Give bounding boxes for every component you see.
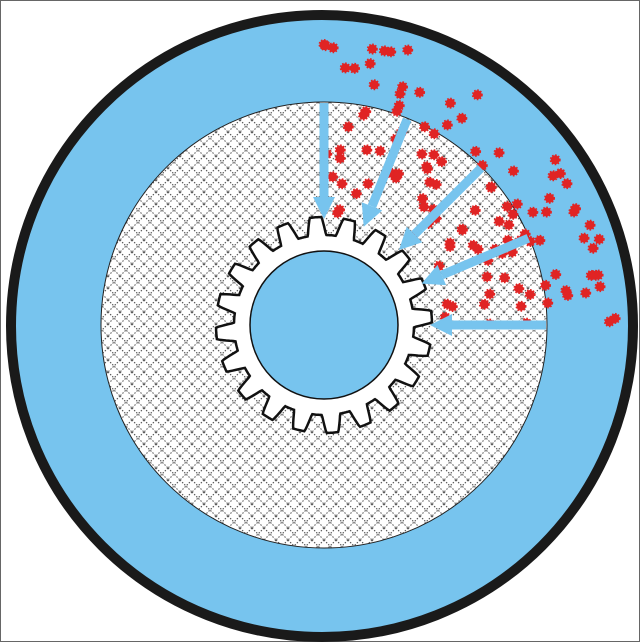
particle bbox=[493, 215, 505, 227]
arrow-head bbox=[398, 226, 423, 251]
particle bbox=[402, 44, 414, 56]
arrow-shaft bbox=[367, 117, 412, 209]
particle bbox=[561, 178, 573, 190]
particle bbox=[609, 312, 621, 324]
particle bbox=[493, 147, 505, 159]
particle bbox=[418, 201, 430, 213]
particle bbox=[424, 176, 436, 188]
particle bbox=[513, 283, 525, 294]
particle bbox=[366, 43, 378, 55]
particle bbox=[511, 198, 523, 210]
particle bbox=[501, 201, 513, 212]
particle bbox=[594, 281, 606, 293]
particle bbox=[485, 181, 497, 193]
arrows bbox=[313, 103, 546, 336]
particle bbox=[368, 79, 380, 91]
particle bbox=[361, 144, 373, 156]
particle bbox=[334, 144, 346, 156]
particle bbox=[570, 203, 581, 215]
particle bbox=[393, 100, 405, 111]
particle bbox=[334, 152, 346, 164]
particle bbox=[362, 178, 374, 190]
particle bbox=[456, 224, 468, 236]
particle bbox=[336, 178, 348, 190]
particle bbox=[587, 242, 599, 254]
arrow-head bbox=[421, 264, 447, 286]
particle bbox=[560, 285, 572, 297]
particle bbox=[585, 269, 597, 281]
particle bbox=[547, 170, 559, 182]
particle bbox=[416, 148, 428, 160]
arrow-shaft bbox=[440, 234, 531, 280]
arrow-head bbox=[430, 314, 452, 336]
particle bbox=[385, 46, 397, 58]
particle bbox=[444, 241, 456, 252]
particle bbox=[534, 234, 546, 246]
particle bbox=[471, 89, 483, 101]
particle bbox=[327, 42, 339, 54]
particle bbox=[549, 154, 561, 166]
particle bbox=[578, 232, 590, 244]
particle bbox=[507, 208, 519, 220]
core bbox=[249, 250, 399, 400]
particle bbox=[580, 287, 592, 299]
particle bbox=[441, 298, 453, 310]
particle bbox=[444, 97, 456, 109]
arrow-head bbox=[361, 202, 383, 227]
particle bbox=[484, 288, 496, 300]
particle bbox=[436, 156, 447, 168]
particle bbox=[542, 297, 554, 309]
particle bbox=[481, 271, 493, 283]
particle bbox=[394, 88, 406, 100]
particle bbox=[550, 268, 562, 280]
particle bbox=[349, 62, 360, 74]
particle bbox=[593, 233, 605, 245]
particle bbox=[499, 272, 510, 284]
particle bbox=[441, 119, 453, 131]
particle bbox=[358, 109, 369, 121]
particle bbox=[350, 188, 362, 200]
particle bbox=[470, 145, 482, 157]
particle bbox=[392, 168, 404, 180]
particle bbox=[467, 239, 479, 251]
particle bbox=[503, 219, 515, 231]
particle bbox=[469, 204, 481, 216]
particle bbox=[515, 300, 527, 312]
particle bbox=[584, 219, 596, 231]
particle bbox=[421, 161, 432, 173]
particle bbox=[327, 171, 339, 183]
particle bbox=[374, 145, 386, 157]
particle bbox=[428, 149, 440, 161]
arrow-shaft bbox=[411, 164, 485, 238]
particle bbox=[456, 112, 468, 124]
arrow-head bbox=[313, 197, 335, 219]
particle bbox=[342, 121, 354, 133]
particle bbox=[524, 289, 536, 300]
particle bbox=[419, 121, 430, 133]
particle bbox=[540, 206, 552, 218]
particle bbox=[544, 192, 555, 204]
particle bbox=[414, 86, 426, 98]
particle bbox=[364, 58, 376, 70]
particle bbox=[527, 206, 539, 218]
particle bbox=[540, 279, 551, 291]
particle bbox=[478, 298, 490, 310]
particle bbox=[428, 128, 440, 140]
particle bbox=[507, 165, 519, 177]
particle bbox=[334, 204, 345, 216]
particle bbox=[339, 62, 351, 74]
